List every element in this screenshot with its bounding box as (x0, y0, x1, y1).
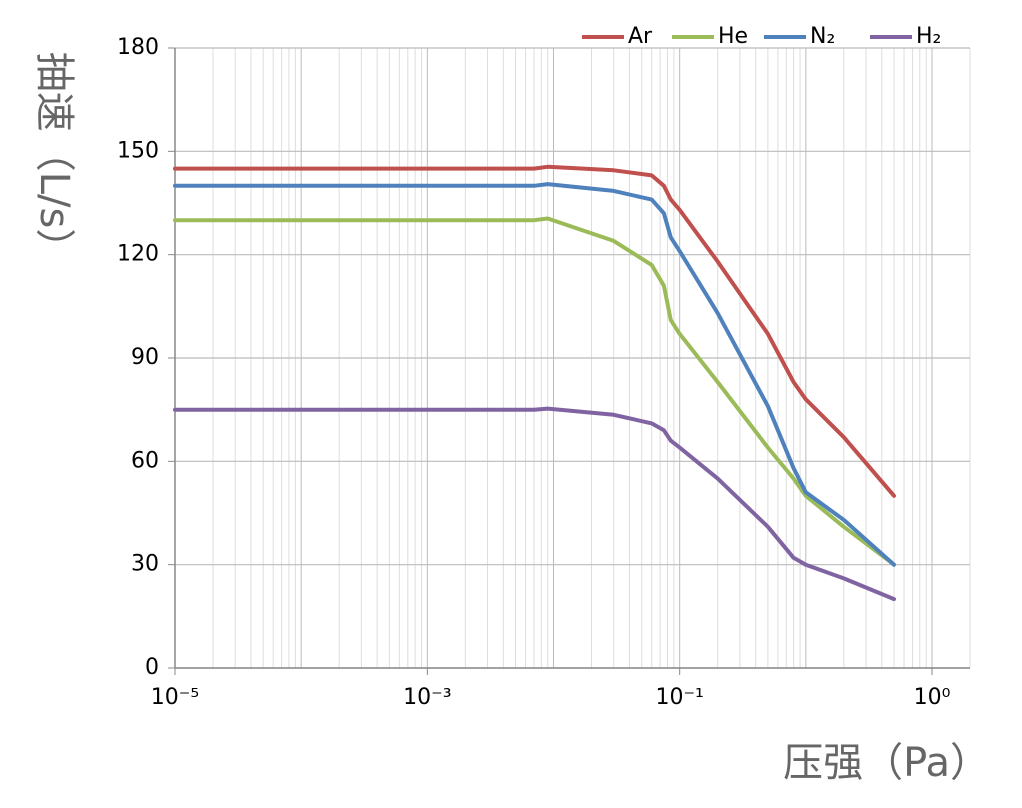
x-tick-label: 10⁻³ (403, 685, 451, 710)
y-tick-label: 150 (117, 138, 159, 163)
y-tick-label: 0 (145, 655, 159, 680)
y-tick-label: 120 (117, 242, 159, 267)
y-tick-label: 30 (131, 552, 159, 577)
line-series (173, 406, 896, 602)
line-series (173, 216, 896, 567)
y-tick-label: 180 (117, 35, 159, 60)
y-axis-title: 抽速（L/s） (31, 52, 77, 269)
line-series (173, 182, 896, 567)
line-series (173, 164, 896, 498)
x-tick-label: 10⁻¹ (655, 685, 703, 710)
x-tick-label: 10⁰ (914, 685, 951, 710)
legend-label: He (718, 24, 748, 49)
y-tick-label: 90 (131, 345, 159, 370)
y-tick-label: 60 (131, 448, 159, 473)
x-tick-label: 10⁻⁵ (151, 685, 199, 710)
legend-label: Ar (628, 24, 653, 49)
legend-label: N₂ (810, 24, 835, 49)
legend-label: H₂ (916, 24, 941, 49)
x-axis-title: 压强（Pa） (783, 740, 990, 786)
